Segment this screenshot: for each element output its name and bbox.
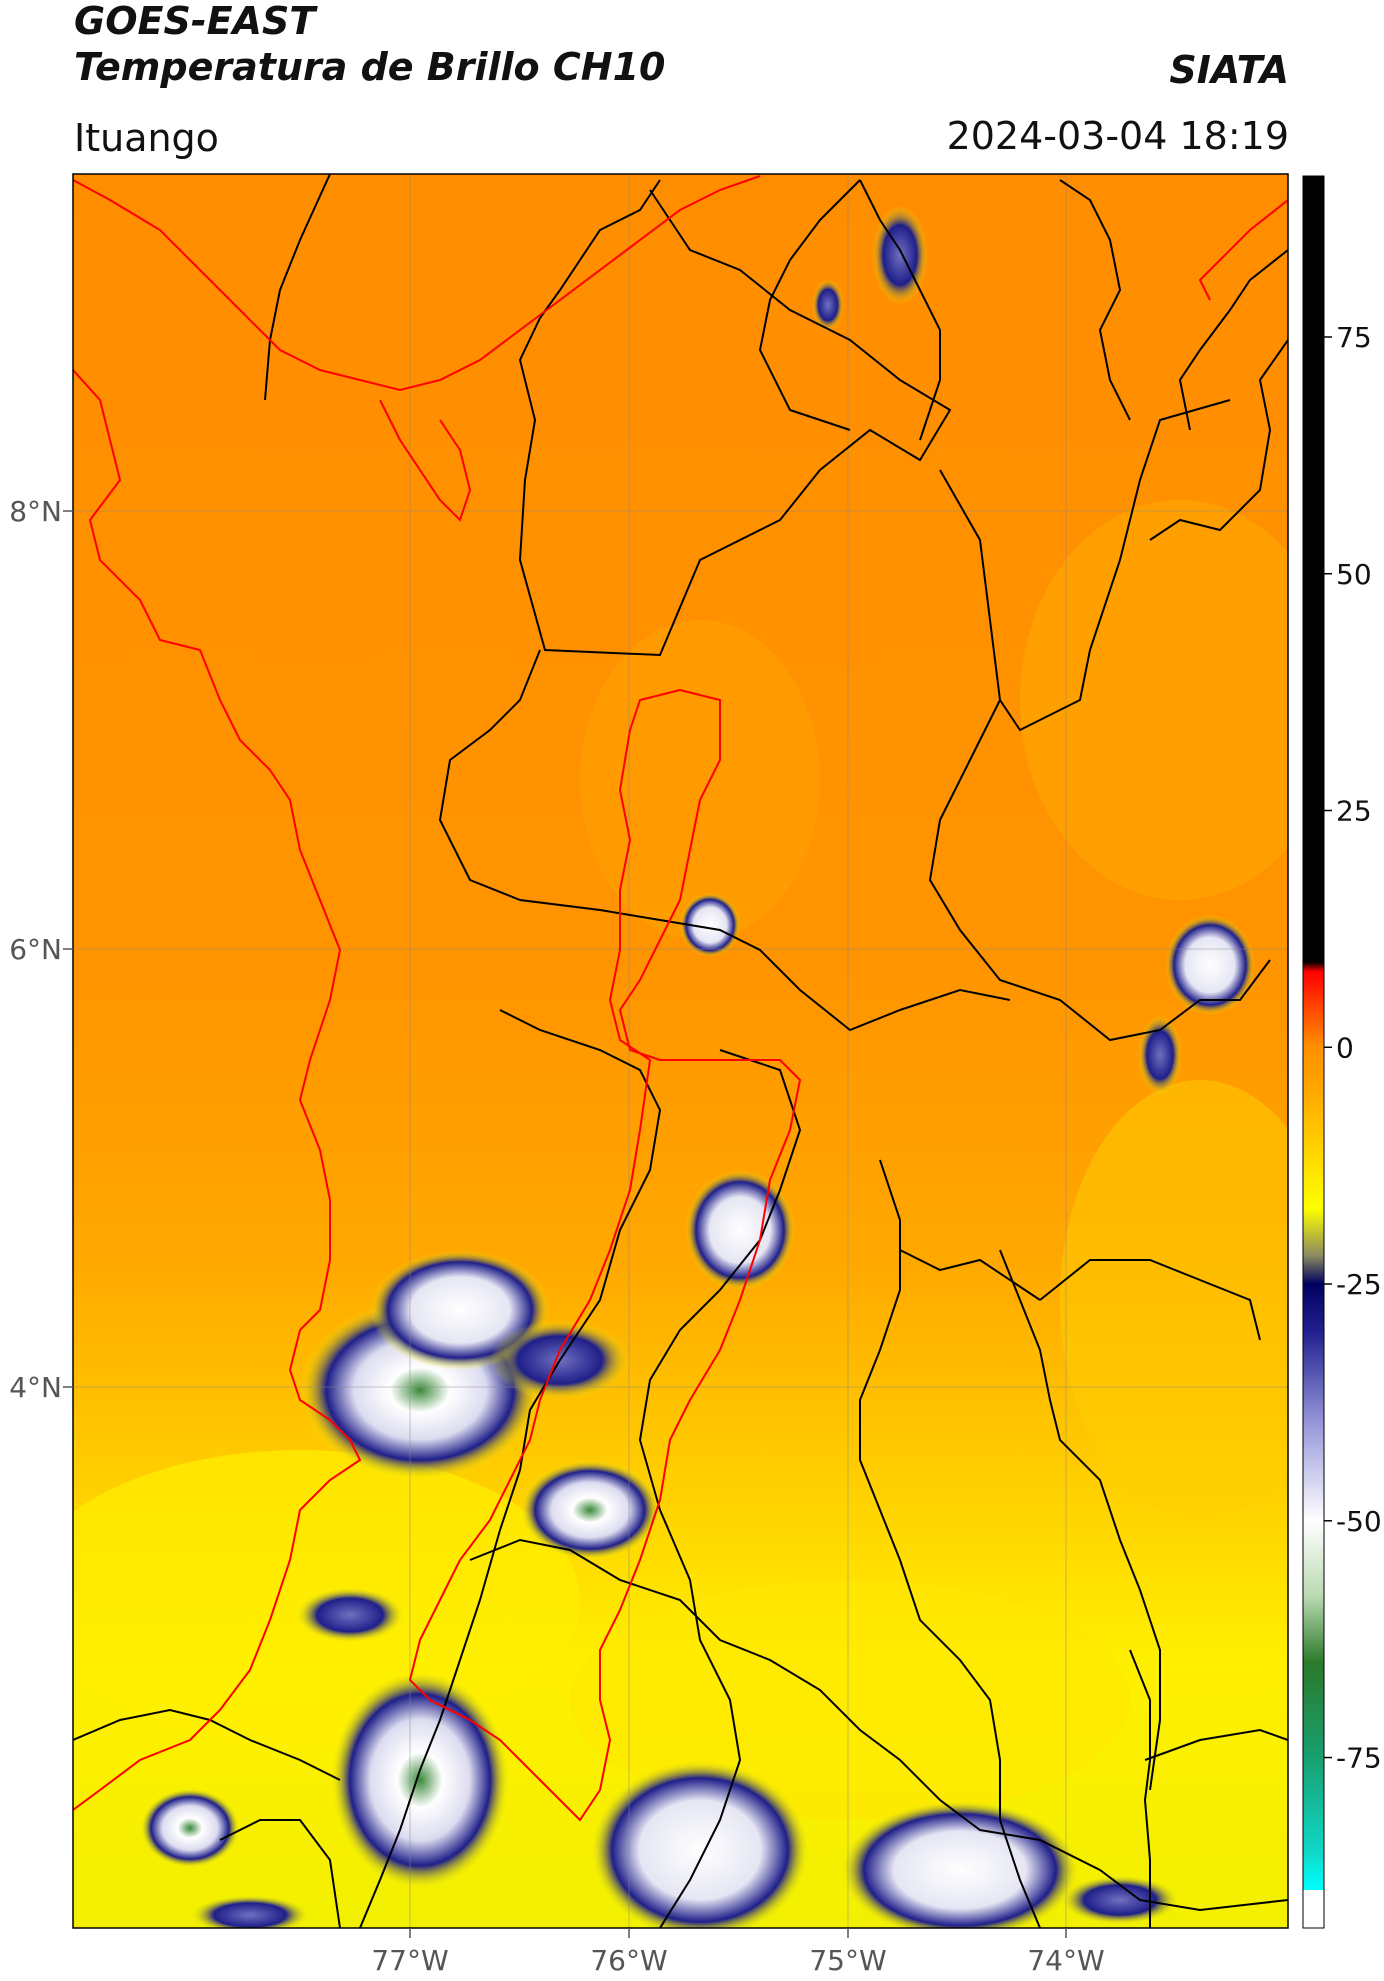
colorbar-tick-label: -25	[1336, 1268, 1382, 1301]
cloud-cell	[812, 279, 844, 331]
cool-patch	[73, 1450, 580, 1750]
cloud-cell	[590, 1760, 810, 1928]
map-area	[73, 174, 1288, 1928]
title-line2: Temperatura de Brillo CH10	[74, 45, 666, 89]
red-boundaries	[73, 175, 1288, 1822]
cool-patch	[570, 1580, 1130, 1820]
cloud-cell	[295, 1587, 405, 1643]
cloud-cell	[330, 1670, 510, 1890]
colorbar-tick-label: 50	[1336, 558, 1372, 591]
longitude-axis: 77°W 76°W 75°W 74°W	[371, 1928, 1105, 1977]
warm-patch	[580, 620, 820, 940]
colorbar-scale	[1302, 175, 1325, 1929]
cloud-cell	[1060, 1875, 1180, 1925]
cool-patch	[1060, 1080, 1288, 1520]
cloud-cell	[520, 1460, 660, 1560]
colorbar: 75 50 25 0 -25 -50 -75	[1302, 175, 1382, 1929]
lat-label-6n: 6°N	[9, 933, 62, 966]
cloud-cell	[680, 893, 740, 957]
lat-label-4n: 4°N	[9, 1371, 62, 1404]
latitude-axis: 8°N 6°N 4°N	[9, 495, 73, 1404]
lon-label-76w: 76°W	[590, 1944, 667, 1977]
map-frame	[72, 173, 1289, 1929]
cloud-cell	[685, 1170, 795, 1290]
graticule	[73, 174, 1288, 1928]
warm-patch	[1020, 500, 1288, 900]
colorbar-tick-label: -50	[1336, 1505, 1382, 1538]
organization-label: SIATA	[1169, 48, 1289, 92]
lon-label-77w: 77°W	[371, 1944, 448, 1977]
colorbar-tick-label: 0	[1336, 1031, 1354, 1064]
cloud-cell	[1138, 1015, 1182, 1095]
cloud-cell	[840, 1800, 1080, 1928]
lat-label-8n: 8°N	[9, 495, 62, 528]
colorbar-tick-label: 25	[1336, 795, 1372, 828]
timestamp-label: 2024-03-04 18:19	[946, 114, 1289, 158]
lon-label-74w: 74°W	[1027, 1944, 1104, 1977]
department-boundaries	[73, 174, 1288, 1928]
colorbar-ticks: 75 50 25 0 -25 -50 -75	[1324, 321, 1382, 1775]
location-label: Ituango	[74, 116, 219, 160]
cloud-cell	[190, 1895, 310, 1928]
lon-label-75w: 75°W	[809, 1944, 886, 1977]
cloud-cell	[140, 1788, 240, 1868]
colorbar-tick-label: -75	[1336, 1742, 1382, 1775]
colorbar-tick-label: 75	[1336, 321, 1372, 354]
title-line1: GOES-EAST	[74, 0, 316, 43]
cloud-cell	[1165, 915, 1255, 1015]
